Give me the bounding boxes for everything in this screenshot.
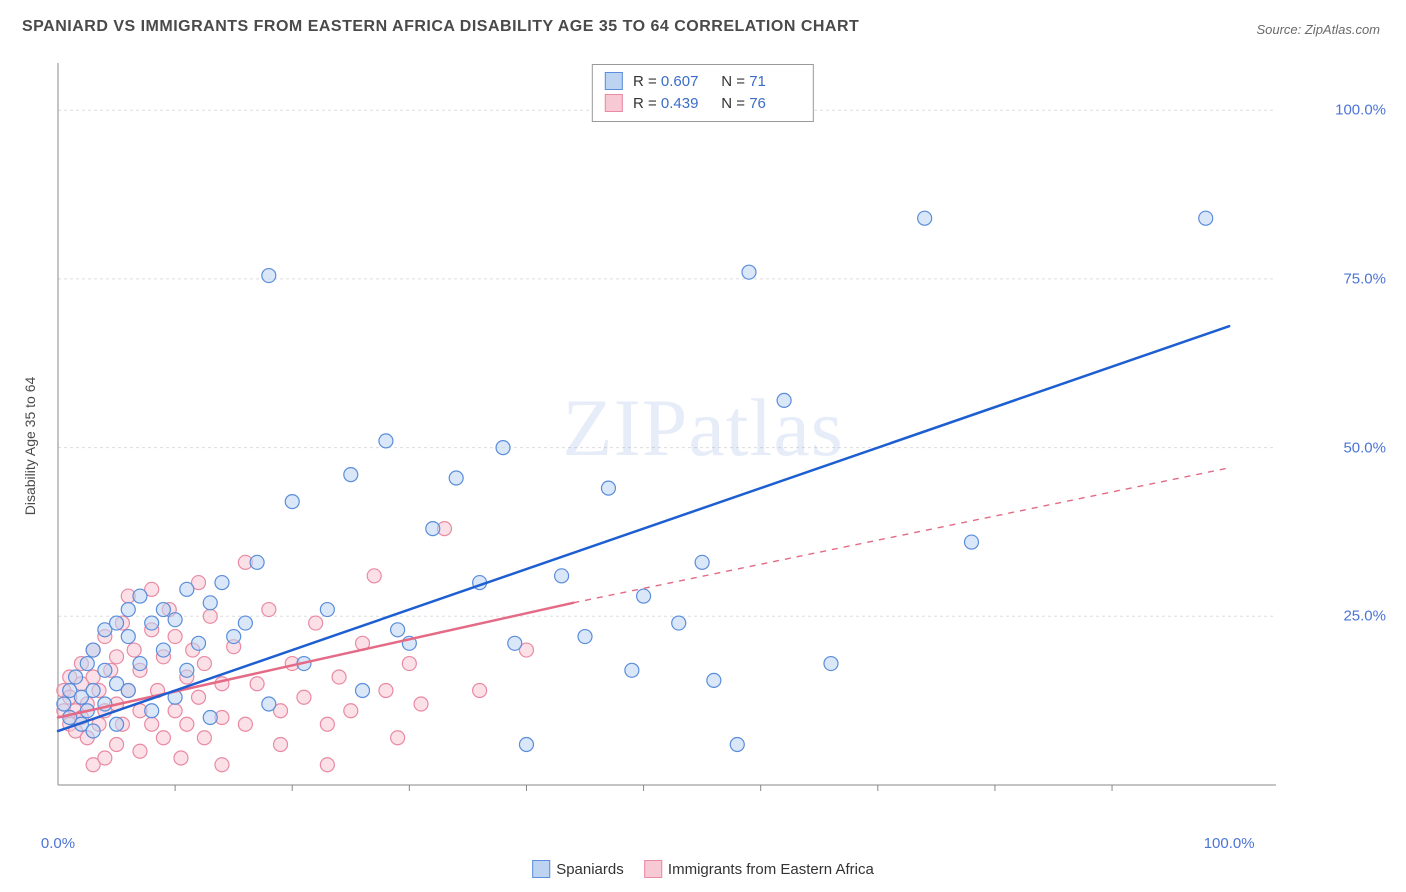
legend-r-0: 0.607 — [661, 71, 713, 93]
legend-swatch-bottom-0 — [532, 860, 550, 878]
correlation-scatter-chart — [50, 55, 1346, 825]
y-axis-label: Disability Age 35 to 64 — [22, 377, 38, 516]
legend-row-series-1: R = 0.439 N = 76 — [605, 93, 801, 115]
legend-n-0: 71 — [749, 71, 801, 93]
legend-r-1: 0.439 — [661, 93, 713, 115]
x-tick-label: 100.0% — [1204, 835, 1255, 852]
y-tick-label: 50.0% — [1343, 439, 1386, 456]
correlation-legend: R = 0.607 N = 71 R = 0.439 N = 76 — [592, 64, 814, 122]
legend-n-1: 76 — [749, 93, 801, 115]
source-attribution: Source: ZipAtlas.com — [1256, 22, 1380, 37]
series-legend: Spaniards Immigrants from Eastern Africa — [524, 860, 882, 878]
legend-label-1: Immigrants from Eastern Africa — [668, 861, 874, 878]
legend-row-series-0: R = 0.607 N = 71 — [605, 71, 801, 93]
y-tick-label: 25.0% — [1343, 608, 1386, 625]
y-tick-label: 75.0% — [1343, 270, 1386, 287]
legend-swatch-1 — [605, 94, 623, 112]
chart-title: SPANIARD VS IMMIGRANTS FROM EASTERN AFRI… — [22, 18, 859, 36]
legend-swatch-bottom-1 — [644, 860, 662, 878]
x-tick-label: 0.0% — [41, 835, 75, 852]
y-tick-label: 100.0% — [1335, 102, 1386, 119]
legend-swatch-0 — [605, 72, 623, 90]
legend-label-0: Spaniards — [556, 861, 624, 878]
